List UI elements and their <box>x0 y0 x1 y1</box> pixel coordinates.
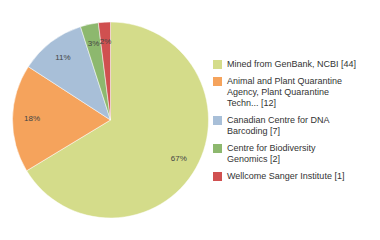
svg-text:18%: 18% <box>24 114 40 123</box>
html-text:Animal and Plant Quarantine Ag: Animal and Plant Quarantine Agency, Plan… <box>227 75 343 108</box>
html-text:Canadian Centre for DNA Barcod: Canadian Centre for DNA Barcoding [7] <box>227 114 330 136</box>
svg-text:3%: 3% <box>88 39 100 48</box>
html-text:Mined from GenBank, NCBI [44]: Mined from GenBank, NCBI [44] <box>227 58 357 69</box>
svg-text:67%: 67% <box>171 154 187 163</box>
svg-text:2%: 2% <box>100 37 112 46</box>
svg-text:11%: 11% <box>55 53 70 62</box>
html-text:Wellcome Sanger Institute [1]: Wellcome Sanger Institute [1] <box>227 170 345 181</box>
html-text:Centre for Biodiversity Genomi: Centre for Biodiversity Genomics [2] <box>227 142 316 164</box>
